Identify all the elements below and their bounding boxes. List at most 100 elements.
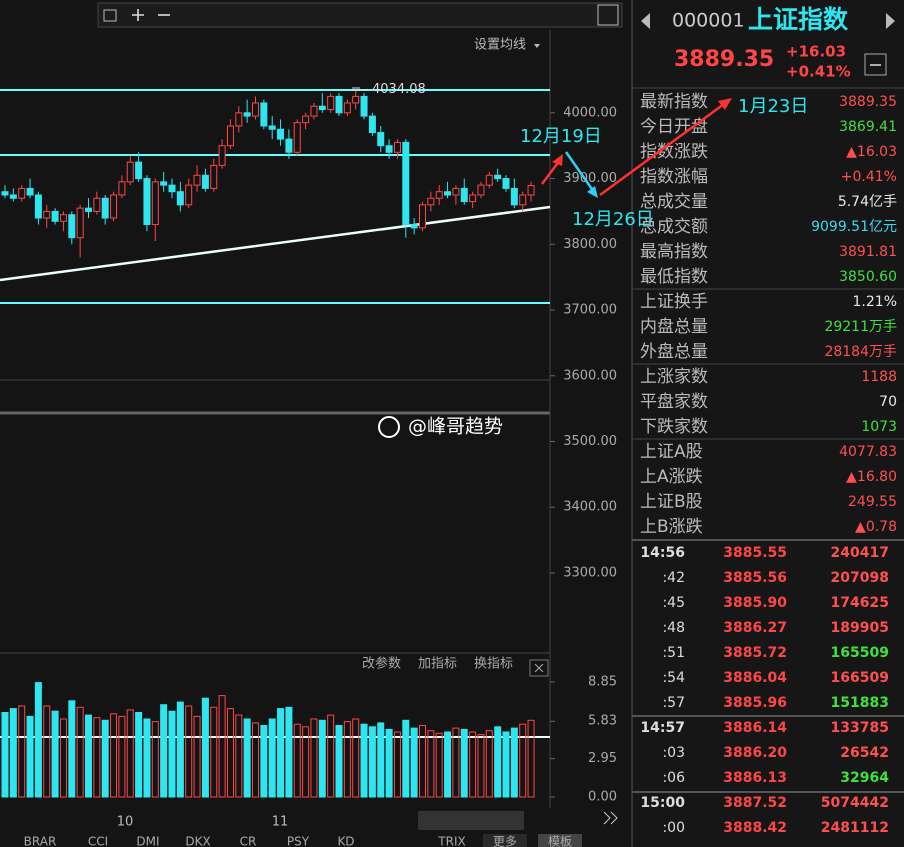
indicator-button[interactable]: 改参数	[362, 656, 401, 672]
trade-price: 3886.27	[723, 620, 787, 636]
stat-label: 上证换手	[640, 292, 708, 312]
trade-price: 3885.90	[723, 595, 787, 611]
volume-bar	[218, 695, 226, 798]
stat-value: 28184万手	[824, 344, 897, 360]
volume-bar	[193, 715, 201, 798]
indicator-button[interactable]: 加指标	[418, 657, 457, 672]
indicator-tab[interactable]: CCI	[88, 835, 108, 847]
candle-body	[51, 210, 59, 222]
trade-time: :45	[662, 595, 685, 611]
trade-time: :54	[662, 670, 685, 686]
indicator-tab[interactable]: TRIX	[437, 835, 465, 847]
stat-value: +0.41%	[841, 169, 897, 185]
ma-setting[interactable]: 设置均线	[474, 38, 526, 53]
candle-body	[452, 187, 460, 196]
stat-label: 内盘总量	[640, 317, 708, 337]
candle-body	[201, 174, 209, 189]
next-icon[interactable]	[886, 13, 895, 29]
volume-bar	[226, 708, 234, 798]
indicator-tab[interactable]: DKX	[185, 835, 210, 847]
volume-bar	[118, 715, 126, 798]
more-icon[interactable]	[603, 811, 618, 825]
candle-body	[343, 102, 351, 114]
candle-body	[210, 164, 218, 189]
volume-bar	[277, 708, 285, 798]
indicator-tab[interactable]: BRAR	[24, 835, 57, 847]
candle-body	[477, 184, 485, 196]
indicator-button[interactable]: 换指标	[474, 657, 513, 672]
candle-body	[160, 181, 168, 186]
candle-body	[18, 187, 26, 199]
candle-body	[243, 112, 251, 117]
toolbar-bg	[97, 2, 623, 28]
indicator-tab[interactable]: DMI	[136, 835, 159, 847]
trade-time: 14:56	[640, 545, 685, 561]
stat-label: 外盘总量	[640, 342, 708, 362]
volume-bar	[210, 706, 218, 798]
candle-body	[444, 191, 452, 196]
trade-price: 3885.72	[723, 645, 787, 661]
volume-bar	[469, 731, 477, 798]
candle-body	[135, 161, 143, 180]
candle-body	[393, 141, 401, 153]
trade-price: 3886.13	[723, 770, 787, 786]
trade-time: :03	[662, 745, 685, 761]
y-tick-label: 3500.00	[563, 434, 617, 449]
volume-bar	[126, 709, 134, 798]
candle-body	[377, 132, 385, 147]
lock-icon[interactable]	[103, 9, 117, 22]
high-pointer	[351, 88, 369, 91]
volume-bar	[335, 725, 343, 798]
trade-volume: 174625	[831, 595, 889, 611]
x-tick-label: 11	[272, 815, 289, 830]
indicator-tab[interactable]: 更多	[493, 835, 517, 847]
indicator-tab[interactable]: PSY	[287, 835, 310, 847]
stock-name: 上证指数	[748, 5, 849, 34]
indicator-tab[interactable]: CR	[240, 835, 257, 847]
y-tick-label: 3800.00	[563, 237, 617, 252]
trade-price: 3885.56	[723, 570, 787, 586]
candle-body	[68, 214, 76, 239]
indicator-tab[interactable]: 模板	[548, 835, 572, 847]
stat-value: 70	[879, 394, 897, 410]
volume-bar	[160, 704, 168, 798]
prev-icon[interactable]	[641, 13, 650, 29]
volume-bar	[68, 700, 76, 798]
trade-time: :51	[662, 645, 685, 661]
arrows	[352, 87, 732, 198]
close-icon[interactable]	[529, 659, 549, 677]
volume-bar	[435, 732, 443, 798]
trade-price: 3887.52	[723, 795, 787, 811]
y-tick-label: 3300.00	[563, 565, 617, 580]
volume-bar	[327, 714, 335, 798]
stat-label: 最新指数	[640, 92, 708, 112]
y-tick-label: 3400.00	[563, 500, 617, 515]
stock-code: 000001	[672, 10, 745, 32]
candle-body	[502, 178, 510, 189]
arrow-head	[587, 186, 598, 198]
stat-value: 1.21%	[853, 294, 897, 310]
dropdown-icon	[534, 44, 540, 48]
candle-body	[410, 224, 418, 229]
trade-time: 14:57	[640, 720, 685, 736]
candle-body	[318, 105, 326, 111]
collapse-icon[interactable]	[864, 53, 887, 76]
volume-bar	[135, 712, 143, 798]
candle-body	[59, 214, 67, 222]
candle-body	[285, 138, 293, 153]
trade-time: :06	[662, 770, 685, 786]
stat-value: 249.55	[848, 494, 897, 510]
volume-bar	[34, 682, 42, 798]
stat-label: 指数涨幅	[640, 167, 708, 187]
volume-bar	[268, 718, 276, 798]
candle-body	[43, 210, 51, 219]
stat-label: 最高指数	[640, 242, 708, 262]
volume-bar	[477, 734, 485, 798]
candle-body	[34, 194, 42, 219]
indicator-tab[interactable]: KD	[337, 835, 354, 847]
volume-bar	[510, 727, 518, 798]
candle-body	[110, 194, 118, 219]
fullscreen-icon[interactable]	[597, 4, 619, 26]
plus-icon[interactable]	[132, 9, 144, 21]
volume-bar	[410, 727, 418, 798]
